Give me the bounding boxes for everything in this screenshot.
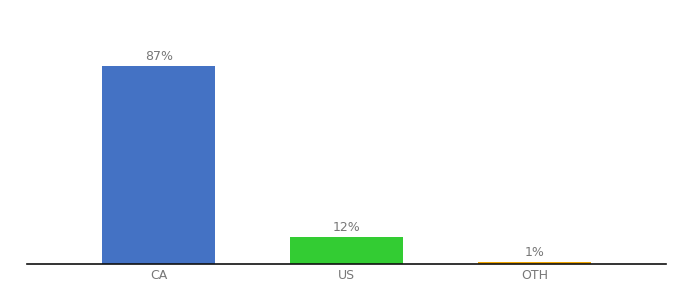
Bar — [103, 66, 215, 264]
Bar — [290, 237, 403, 264]
Text: 12%: 12% — [333, 221, 360, 234]
Text: 87%: 87% — [145, 50, 173, 63]
Bar — [479, 262, 591, 264]
Text: 1%: 1% — [525, 246, 545, 260]
